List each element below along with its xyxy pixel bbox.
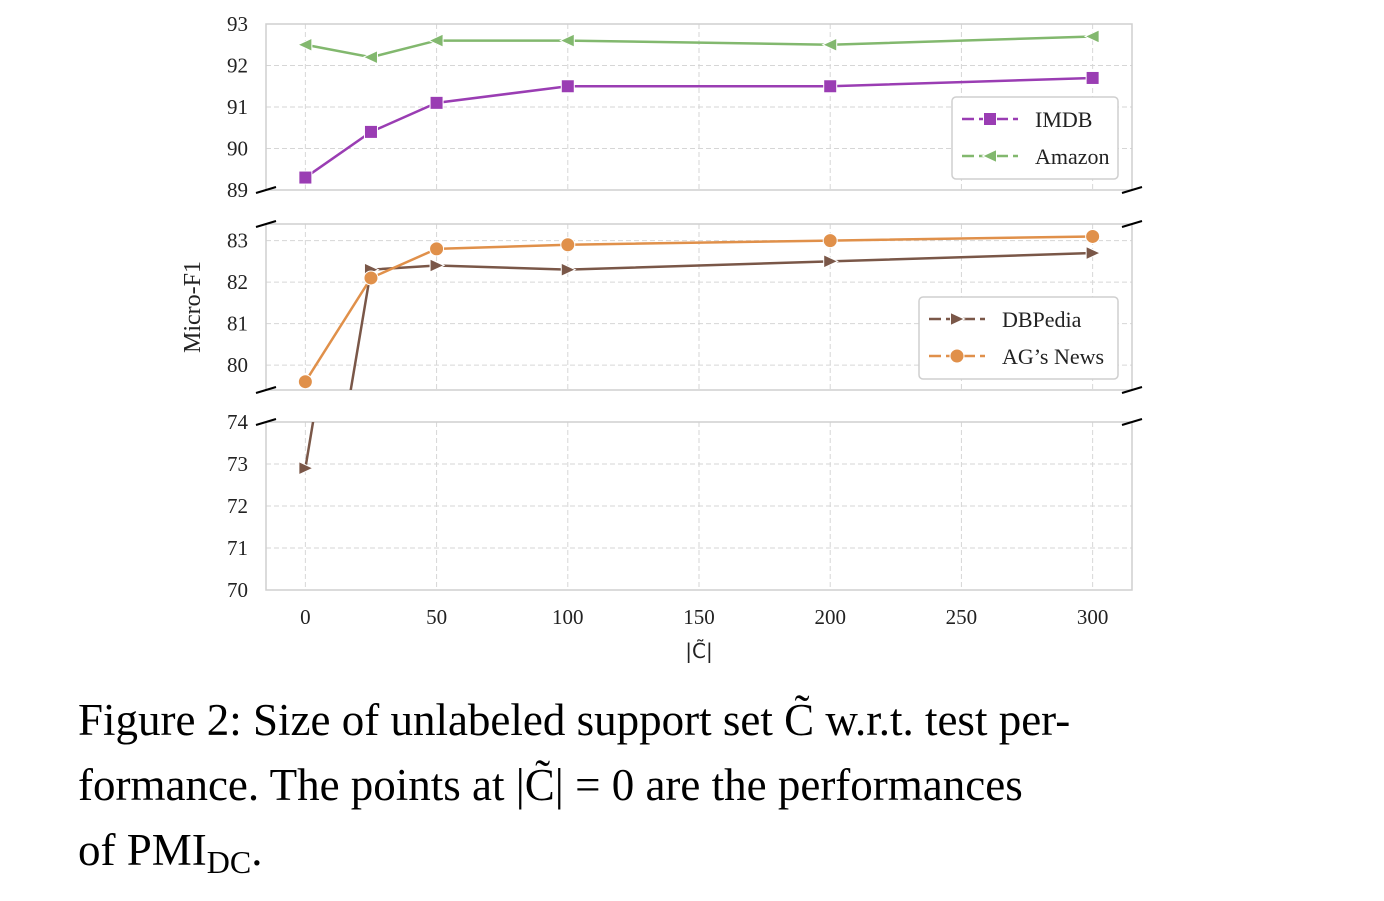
marker <box>560 237 576 253</box>
marker <box>821 37 838 53</box>
marker <box>429 241 445 257</box>
y-tick-label: 74 <box>227 410 249 434</box>
series-line <box>304 76 1093 179</box>
y-tick-label: 91 <box>227 95 248 119</box>
marker <box>823 79 838 94</box>
y-tick-label: 83 <box>227 229 248 253</box>
y-tick-label: 80 <box>227 353 248 377</box>
legend-label: Amazon <box>1035 144 1110 169</box>
panel-frame <box>265 223 1133 391</box>
y-tick-label: 73 <box>227 452 248 476</box>
x-axis-label: |C̃| <box>685 639 712 663</box>
axis-break <box>1121 220 1143 228</box>
axis-break <box>255 386 277 394</box>
series-line <box>349 251 1093 390</box>
caption-line: Figure 2: Size of unlabeled support set … <box>78 695 1070 745</box>
marker <box>1085 70 1100 85</box>
y-tick-label: 92 <box>227 54 248 78</box>
series-line <box>305 35 1093 59</box>
y-tick-label: 82 <box>227 270 248 294</box>
x-tick-label: 0 <box>300 605 311 629</box>
marker <box>822 233 838 249</box>
marker <box>559 33 575 48</box>
marker <box>983 112 997 126</box>
marker <box>1085 228 1101 244</box>
axis-break <box>255 186 277 194</box>
legend-box <box>918 296 1119 380</box>
plot-area <box>296 29 1100 185</box>
y-tick-label: 72 <box>227 494 248 518</box>
x-tick-label: 50 <box>426 605 447 629</box>
legend-label: AG’s News <box>1002 344 1104 369</box>
x-tick-label: 150 <box>683 605 715 629</box>
marker <box>427 33 444 48</box>
y-tick-label: 70 <box>227 578 248 602</box>
caption-line: formance. The points at |C̃| = 0 are the… <box>78 760 1023 810</box>
legend-marker <box>950 311 966 327</box>
caption-text: of PMI <box>78 825 207 875</box>
axis-break <box>255 220 277 228</box>
marker <box>949 348 965 364</box>
axis-break <box>1121 186 1143 194</box>
x-tick-label: 200 <box>814 605 846 629</box>
panel-frame <box>265 421 1133 591</box>
legend-marker <box>949 348 965 364</box>
y-axis-label: Micro-F1 <box>180 261 206 353</box>
legend-label: DBPedia <box>1002 307 1082 332</box>
marker <box>298 460 315 476</box>
y-tick-label: 93 <box>227 12 248 36</box>
marker <box>823 254 839 269</box>
marker <box>981 148 997 164</box>
caption-subscript: DC <box>207 844 251 880</box>
plot-area <box>297 228 1102 390</box>
marker <box>560 262 577 277</box>
axis-break <box>255 418 277 426</box>
caption-line: of PMIDC. <box>78 825 262 880</box>
marker <box>362 49 378 65</box>
marker <box>363 270 379 286</box>
y-tick-label: 90 <box>227 137 248 161</box>
series-line <box>304 235 1093 383</box>
axis-break <box>1121 386 1143 394</box>
marker <box>560 79 575 94</box>
y-tick-label: 71 <box>227 536 248 560</box>
marker <box>1085 245 1102 261</box>
panel-frame <box>265 23 1133 191</box>
caption-text: . <box>251 825 262 875</box>
legend-label: IMDB <box>1035 107 1092 132</box>
x-tick-label: 250 <box>946 605 978 629</box>
x-tick-label: 300 <box>1077 605 1109 629</box>
marker <box>1083 29 1100 44</box>
marker <box>297 374 313 390</box>
marker <box>429 95 444 110</box>
plot-area <box>298 422 315 476</box>
y-tick-label: 81 <box>227 312 248 336</box>
legend-marker <box>983 112 997 126</box>
marker <box>950 311 966 327</box>
marker <box>298 170 313 185</box>
marker <box>296 37 313 53</box>
marker <box>363 124 378 139</box>
y-tick-label: 89 <box>227 178 248 202</box>
axis-break <box>1121 418 1143 426</box>
marker <box>429 258 446 273</box>
legend-marker <box>981 148 997 164</box>
x-tick-label: 100 <box>552 605 584 629</box>
